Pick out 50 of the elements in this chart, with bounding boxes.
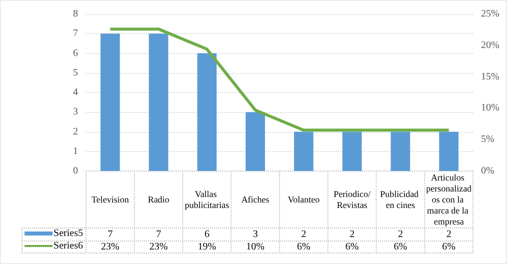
y-tick-label: 5 xyxy=(73,67,78,78)
y-tick-label: 2 xyxy=(73,126,78,138)
data-label: 2 xyxy=(350,229,355,240)
y-tick-label: 4 xyxy=(73,87,78,98)
data-label: 10% xyxy=(246,242,264,252)
bar xyxy=(148,34,168,171)
data-label: 7 xyxy=(156,229,162,240)
y2-tick-label: 10% xyxy=(481,102,500,114)
bar xyxy=(197,53,217,171)
legend-label: Series5 xyxy=(54,228,84,239)
bar xyxy=(100,34,120,171)
y2-tick-label: 5% xyxy=(481,134,494,146)
y-tick-label: 1 xyxy=(73,146,78,157)
x-tick-label: Volanteo xyxy=(288,194,320,204)
y-tick-label: 7 xyxy=(73,28,78,40)
line-series xyxy=(108,28,450,132)
data-label: 23% xyxy=(101,242,120,252)
data-label: 7 xyxy=(108,229,113,240)
x-tick-label: Television xyxy=(92,194,130,204)
y2-tick-label: 15% xyxy=(481,71,500,82)
data-label: 2 xyxy=(301,229,306,240)
bar xyxy=(390,132,410,171)
x-tick-label: Afiches xyxy=(241,194,270,204)
data-label: 3 xyxy=(252,229,258,240)
data-label: 23% xyxy=(149,242,168,252)
data-label: 6% xyxy=(394,242,408,252)
y-tick-label: 8 xyxy=(73,8,78,20)
data-label: 6% xyxy=(297,242,310,252)
bar xyxy=(342,132,362,171)
x-tick-label: Publicidad en cines xyxy=(380,189,421,210)
x-tick-label: Radio xyxy=(148,194,170,204)
y-tick-label: 0 xyxy=(73,166,78,176)
x-tick-label: Periodico/Revistas xyxy=(334,189,372,210)
bar xyxy=(246,112,265,171)
data-label: 6% xyxy=(345,242,359,252)
data-label: 6 xyxy=(204,229,210,240)
legend-label: Series6 xyxy=(54,240,84,252)
data-label: 2 xyxy=(446,229,452,240)
bar xyxy=(294,132,314,171)
y-tick-label: 6 xyxy=(73,48,78,59)
bar xyxy=(439,132,458,171)
y2-tick-label: 20% xyxy=(481,40,500,51)
y2-tick-label: 25% xyxy=(481,8,500,20)
data-label: 6% xyxy=(442,242,456,252)
x-tick-label: Vallas publicitarias xyxy=(184,189,230,210)
x-tick-label: Articulos personalizados con la marca de la empresa xyxy=(426,172,472,226)
y2-tick-label: 0% xyxy=(481,166,494,176)
data-label: 19% xyxy=(198,242,216,252)
data-label: 2 xyxy=(398,229,403,240)
y-tick-label: 3 xyxy=(73,106,78,118)
